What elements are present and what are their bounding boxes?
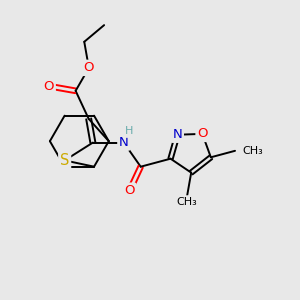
Text: CH₃: CH₃ — [242, 146, 263, 156]
Text: N: N — [172, 128, 182, 141]
Text: H: H — [125, 126, 133, 136]
Text: CH₃: CH₃ — [176, 197, 197, 207]
Text: O: O — [197, 128, 208, 140]
Text: N: N — [119, 136, 129, 149]
Text: S: S — [60, 153, 69, 168]
Text: O: O — [84, 61, 94, 74]
Text: O: O — [124, 184, 135, 197]
Text: O: O — [44, 80, 54, 93]
